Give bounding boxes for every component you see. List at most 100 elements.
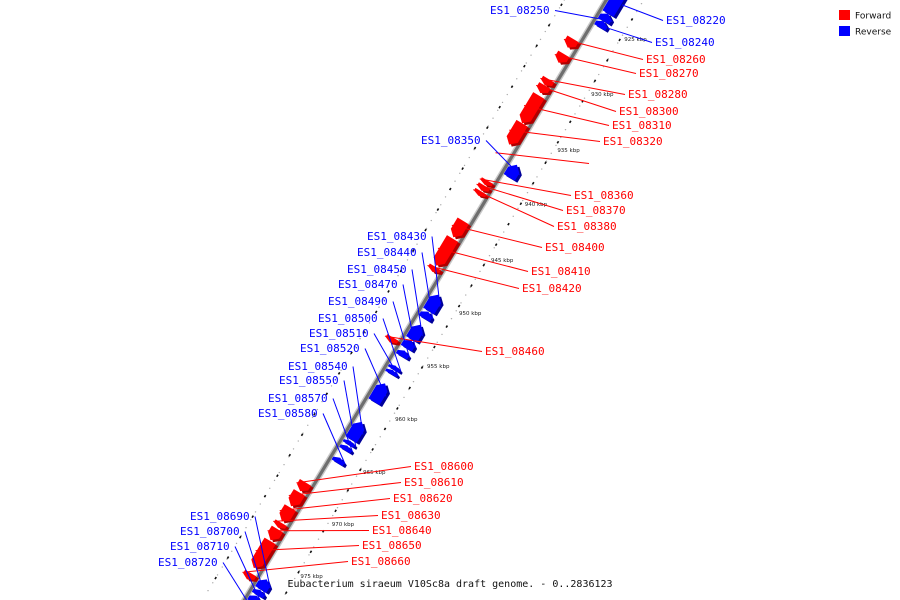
leader-line	[431, 236, 441, 307]
gene-label-ES1_08410[interactable]: ES1_08410	[531, 265, 591, 278]
gene-label-ES1_08450[interactable]: ES1_08450	[347, 263, 407, 276]
gene-label-ES1_08500[interactable]: ES1_08500	[318, 312, 378, 325]
legend-item-reverse[interactable]: Reverse	[839, 26, 892, 38]
gene-ES1_08620[interactable]	[279, 504, 299, 524]
gene-label-ES1_08700[interactable]: ES1_08700	[180, 525, 240, 538]
guide-dot	[626, 26, 628, 29]
genome-axis[interactable]	[236, 0, 616, 600]
guide-tick	[214, 576, 217, 580]
gene-ES1_08630[interactable]	[273, 519, 290, 531]
gene-label-ES1_08550[interactable]: ES1_08550	[279, 374, 339, 387]
gene-ES1_08220[interactable]	[602, 0, 629, 19]
guide-tick	[239, 535, 242, 539]
gene-ES1_08490[interactable]	[395, 349, 412, 362]
gene-ES1_08320[interactable]	[506, 119, 531, 147]
gene-ES1_08610[interactable]	[288, 489, 308, 509]
guide-tick	[531, 181, 535, 185]
gene-ES1_08250[interactable]	[597, 13, 615, 27]
genome-caption: Eubacterium siraeum V10Sc8a draft genome…	[287, 579, 612, 590]
guide-tick	[297, 570, 300, 574]
gene-ES1_08280[interactable]	[541, 75, 557, 88]
gene-label-ES1_08300[interactable]: ES1_08300	[619, 105, 679, 118]
gene-label-ES1_08690[interactable]: ES1_08690	[190, 510, 250, 523]
gene-label-ES1_08610[interactable]: ES1_08610	[404, 476, 464, 489]
gene-ES1_08440[interactable]	[418, 311, 435, 324]
gene-label-ES1_08350[interactable]: ES1_08350	[421, 134, 481, 147]
guide-dot	[292, 448, 295, 450]
guide-tick	[309, 550, 313, 554]
guide-dot	[392, 282, 394, 285]
gene-ES1_08400[interactable]	[450, 217, 472, 240]
gene-label-ES1_08520[interactable]: ES1_08520	[300, 342, 360, 355]
gene-label-ES1_08400[interactable]: ES1_08400	[545, 241, 605, 254]
gene-ES1_08710[interactable]	[247, 595, 263, 600]
guide-dot	[397, 274, 399, 277]
gene-label-ES1_08540[interactable]: ES1_08540	[288, 360, 348, 373]
gene-label-ES1_08310[interactable]: ES1_08310	[612, 119, 672, 132]
guide-dot	[530, 54, 532, 56]
gene-ES1_08350[interactable]	[503, 164, 522, 183]
gene-ES1_08240[interactable]	[594, 20, 610, 33]
gene-label-ES1_08320[interactable]: ES1_08320	[603, 135, 663, 148]
gene-ES1_08420[interactable]	[428, 263, 444, 276]
gene-arrow	[339, 444, 352, 454]
gene-label-ES1_08600[interactable]: ES1_08600	[414, 460, 474, 473]
guide-dot	[430, 219, 432, 222]
gene-label-ES1_08440[interactable]: ES1_08440	[357, 246, 417, 259]
guide-dot	[607, 58, 609, 60]
gene-ES1_08650[interactable]	[251, 537, 279, 571]
guide-tick	[556, 140, 560, 144]
gene-label-ES1_08510[interactable]: ES1_08510	[309, 327, 369, 340]
leader-line	[222, 562, 248, 600]
kbp-label: 925 kbp	[624, 37, 647, 43]
gene-ES1_08700[interactable]	[251, 588, 268, 600]
leader-line	[473, 189, 555, 227]
gene-label-ES1_08580[interactable]: ES1_08580	[258, 407, 318, 420]
gene-label-ES1_08430[interactable]: ES1_08430	[367, 230, 427, 243]
gene-label-ES1_08630[interactable]: ES1_08630	[381, 509, 441, 522]
gene-label-ES1_08220[interactable]: ES1_08220	[666, 14, 726, 27]
gene-label-ES1_08250[interactable]: ES1_08250	[490, 4, 550, 17]
gene-ES1_08470[interactable]	[400, 339, 418, 354]
gene-label-ES1_08660[interactable]: ES1_08660	[351, 555, 411, 568]
guide-tick	[535, 44, 539, 48]
gene-label-ES1_08280[interactable]: ES1_08280	[628, 88, 688, 101]
gene-label-ES1_08490[interactable]: ES1_08490	[328, 295, 388, 308]
gene-ES1_08510[interactable]	[385, 368, 401, 380]
guide-tick	[276, 474, 279, 478]
gene-label-ES1_08620[interactable]: ES1_08620	[393, 492, 453, 505]
gene-label-ES1_08240[interactable]: ES1_08240	[655, 36, 715, 49]
guide-dot	[408, 388, 410, 391]
gene-label-ES1_08420[interactable]: ES1_08420	[522, 282, 582, 295]
gene-label-ES1_08370[interactable]: ES1_08370	[566, 204, 626, 217]
gene-label-ES1_08570[interactable]: ES1_08570	[268, 392, 328, 405]
guide-dot	[497, 109, 499, 112]
guide-tick	[362, 330, 366, 334]
kbp-label: 950 kbp	[459, 311, 482, 317]
gene-arrow	[418, 311, 433, 322]
guide-dot	[431, 349, 434, 351]
gene-label-ES1_08640[interactable]: ES1_08640	[372, 524, 432, 537]
leader-line	[621, 4, 664, 21]
gene-label-ES1_08650[interactable]: ES1_08650	[362, 539, 422, 552]
gene-label-ES1_08710[interactable]: ES1_08710	[170, 540, 230, 553]
gene-label-ES1_08270[interactable]: ES1_08270	[639, 67, 699, 80]
gene-ES1_08550[interactable]	[342, 439, 358, 450]
leader-line	[273, 515, 379, 522]
gene-label-ES1_08360[interactable]: ES1_08360	[574, 189, 634, 202]
gene-label-ES1_08470[interactable]: ES1_08470	[338, 278, 398, 291]
gene-label-ES1_08460[interactable]: ES1_08460	[485, 345, 545, 358]
guide-dot	[588, 89, 590, 92]
leader-line	[554, 10, 613, 22]
gene-ES1_08640[interactable]	[268, 525, 286, 543]
guide-dot	[640, 2, 643, 5]
gene-label-ES1_08260[interactable]: ES1_08260	[646, 53, 706, 66]
guide-dot	[454, 180, 456, 182]
gene-label-ES1_08720[interactable]: ES1_08720	[158, 556, 218, 569]
legend-item-forward[interactable]: Forward	[839, 10, 891, 22]
gene-ES1_08580[interactable]	[331, 456, 347, 469]
guide-dot	[235, 542, 238, 545]
gene-ES1_08570[interactable]	[339, 444, 355, 456]
gene-arrow	[331, 456, 345, 467]
gene-label-ES1_08380[interactable]: ES1_08380	[557, 220, 617, 233]
